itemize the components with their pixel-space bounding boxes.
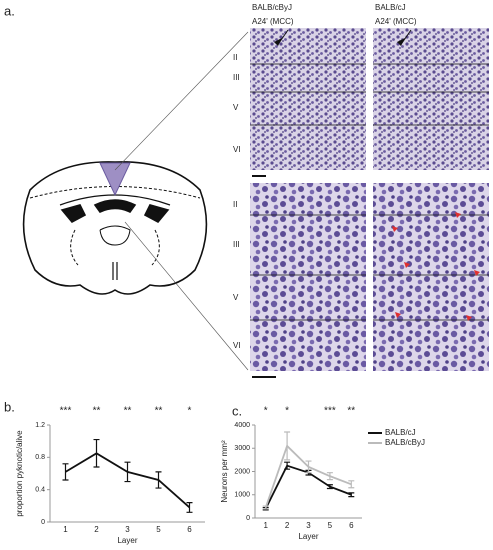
significance: ** <box>347 406 355 417</box>
error-bar <box>326 472 333 481</box>
x-tick-label: 3 <box>306 521 311 530</box>
x-tick-label: 1 <box>63 525 68 534</box>
legend-label: BALB/cJ <box>385 428 416 437</box>
layer-label: V <box>233 103 239 112</box>
significance: * <box>285 406 289 417</box>
panel-label: a. <box>4 3 15 18</box>
x-tick-label: 2 <box>285 521 290 530</box>
layer-label: V <box>233 293 239 302</box>
y-tick-label: 1.2 <box>35 422 45 429</box>
panel-label: b. <box>4 399 15 414</box>
x-tick-label: 6 <box>349 521 354 530</box>
significance: ** <box>155 406 163 417</box>
y-axis-label: Neurons per mm² <box>220 440 229 503</box>
strain-label: BALB/cByJ <box>252 3 292 12</box>
series-line <box>264 444 352 508</box>
layer-label: III <box>233 73 240 82</box>
panel-label: c. <box>232 403 242 418</box>
region-label: A24' (MCC) <box>375 17 417 26</box>
error-bar <box>284 461 291 470</box>
y-tick-label: 2000 <box>234 468 250 475</box>
x-axis-label: Layer <box>117 536 137 545</box>
error-bar <box>284 431 291 461</box>
y-axis-label: proportion pyknotic/alive <box>15 430 24 517</box>
error-bar <box>186 502 193 513</box>
significance: * <box>188 406 192 417</box>
x-axis-label: Layer <box>298 532 318 541</box>
y-tick-label: 0.8 <box>35 454 45 461</box>
layer-label: VI <box>233 341 241 350</box>
error-bar <box>155 471 162 489</box>
significance: * <box>264 406 268 417</box>
x-tick-label: 2 <box>94 525 99 534</box>
y-tick-label: 3000 <box>234 445 250 452</box>
x-tick-label: 1 <box>263 521 268 530</box>
layer-label: VI <box>233 145 241 154</box>
significance: *** <box>60 406 72 417</box>
brain-diagram <box>22 31 249 371</box>
x-tick-label: 5 <box>328 521 333 530</box>
layer-label: II <box>233 53 237 62</box>
error-bar <box>124 461 131 483</box>
significance: ** <box>93 406 101 417</box>
y-tick-label: 4000 <box>234 422 250 429</box>
legend-label: BALB/cByJ <box>385 438 425 447</box>
error-bar <box>262 505 269 510</box>
strain-label: BALB/cJ <box>375 3 406 12</box>
y-tick-label: 0 <box>41 519 45 526</box>
significance: ** <box>124 406 132 417</box>
x-tick-label: 3 <box>125 525 130 534</box>
x-tick-label: 5 <box>156 525 161 534</box>
region-label: A24' (MCC) <box>252 17 294 26</box>
error-bar <box>93 438 100 468</box>
layer-label: III <box>233 240 240 249</box>
histology <box>250 28 489 378</box>
error-bar <box>348 480 355 489</box>
significance: *** <box>324 406 336 417</box>
y-tick-label: 1000 <box>234 492 250 499</box>
error-bar <box>348 492 355 498</box>
y-tick-label: 0 <box>246 515 250 522</box>
x-tick-label: 6 <box>187 525 192 534</box>
layer-label: II <box>233 200 237 209</box>
y-tick-label: 0.4 <box>35 487 45 494</box>
error-bar <box>305 460 312 474</box>
error-bar <box>326 484 333 490</box>
error-bar <box>62 463 69 481</box>
